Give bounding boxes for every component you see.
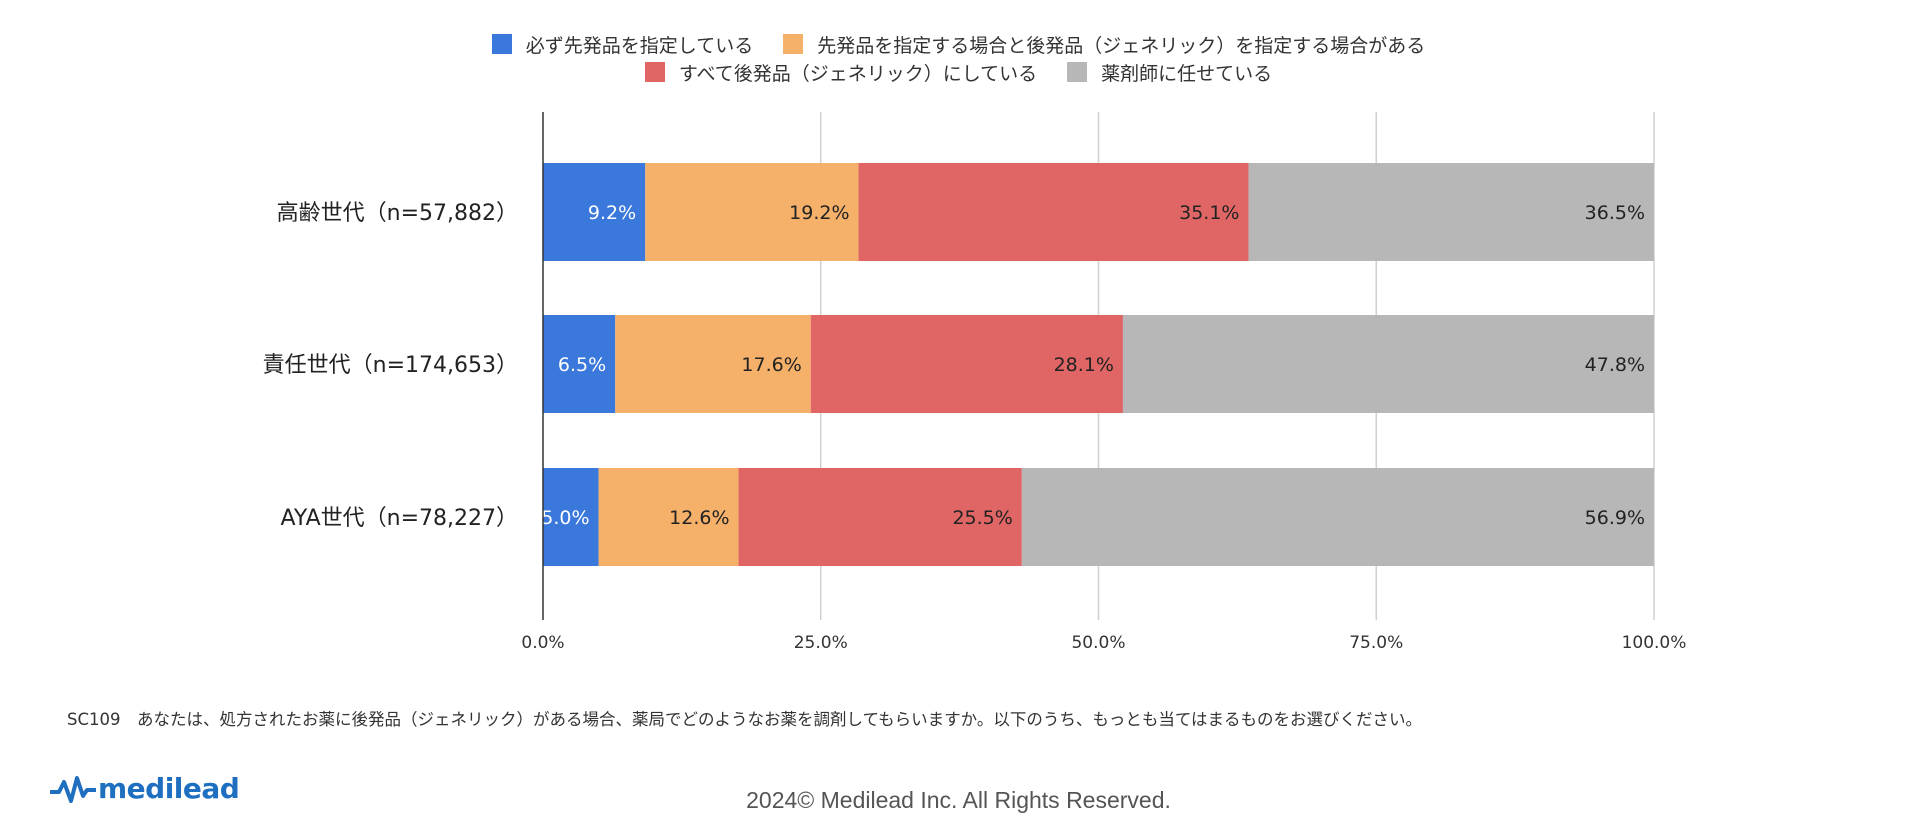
x-tick-label: 25.0% <box>794 633 848 653</box>
data-label: 47.8% <box>1585 354 1645 376</box>
data-label: 6.5% <box>558 354 606 376</box>
bar-segment <box>543 315 616 413</box>
bar-segment <box>858 163 1249 261</box>
data-label: 28.1% <box>1054 354 1114 376</box>
stacked-bar-chart: 9.2% 19.2% 35.1% 36.5% 高齢世代（n=57,882） 6.5% 17.… <box>263 112 1687 653</box>
x-tick-label: 0.0% <box>521 633 564 653</box>
legend-label: 先発品を指定する場合と後発品（ジェネリック）を指定する場合がある <box>817 34 1426 57</box>
legend-label: 薬剤師に任せている <box>1101 62 1273 85</box>
bar-segment <box>615 315 811 413</box>
bar-segment <box>645 163 859 261</box>
data-label: 19.2% <box>789 202 849 224</box>
category-label: 責任世代（n=174,653） <box>263 353 518 378</box>
bar-segment <box>543 468 599 566</box>
logo-text: medilead <box>98 772 240 805</box>
bar-segment <box>598 468 739 566</box>
legend-item-pharmacist: 薬剤師に任せている <box>1067 59 1272 86</box>
data-label: 25.5% <box>952 507 1012 529</box>
data-label: 56.9% <box>1585 507 1645 529</box>
chart-legend: 必ず先発品を指定している 先発品を指定する場合と後発品（ジェネリック）を指定する… <box>0 30 1917 86</box>
category-label: 高齢世代（n=57,882） <box>277 201 518 226</box>
data-label: 5.0% <box>541 507 589 529</box>
bar-segment <box>738 468 1022 566</box>
legend-row-2: すべて後発品（ジェネリック）にしている 薬剤師に任せている <box>0 58 1917 86</box>
data-label: 35.1% <box>1179 202 1239 224</box>
category-label: AYA世代（n=78,227） <box>281 506 518 531</box>
legend-label: すべて後発品（ジェネリック）にしている <box>678 62 1038 85</box>
bar-segment <box>810 315 1123 413</box>
medilead-logo: medilead <box>50 772 240 805</box>
legend-swatch <box>644 62 665 82</box>
data-label: 9.2% <box>588 202 636 224</box>
x-tick-label: 75.0% <box>1349 633 1403 653</box>
x-tick-label: 100.0% <box>1622 633 1687 653</box>
legend-item-always-brand: 必ず先発品を指定している <box>491 31 754 58</box>
copyright-text: 2024© Medilead Inc. All Rights Reserved. <box>746 787 1171 813</box>
bar-segment <box>1021 468 1654 566</box>
legend-item-sometimes-generic: 先発品を指定する場合と後発品（ジェネリック）を指定する場合がある <box>783 31 1425 58</box>
bar-segment <box>1248 163 1654 261</box>
survey-question-caption: SC109 あなたは、処方されたお薬に後発品（ジェネリック）がある場合、薬局でど… <box>67 710 1423 729</box>
legend-swatch <box>1067 62 1088 82</box>
bar-segment <box>543 163 646 261</box>
legend-item-all-generic: すべて後発品（ジェネリック）にしている <box>644 59 1038 86</box>
pulse-icon <box>50 775 96 803</box>
legend-label: 必ず先発品を指定している <box>525 34 754 57</box>
legend-swatch <box>783 34 804 54</box>
legend-row-1: 必ず先発品を指定している 先発品を指定する場合と後発品（ジェネリック）を指定する… <box>0 30 1917 58</box>
data-label: 12.6% <box>669 507 729 529</box>
data-label: 17.6% <box>741 354 801 376</box>
legend-swatch <box>491 34 512 54</box>
x-tick-label: 50.0% <box>1071 633 1125 653</box>
bar-segment <box>1122 315 1654 413</box>
data-label: 36.5% <box>1585 202 1645 224</box>
